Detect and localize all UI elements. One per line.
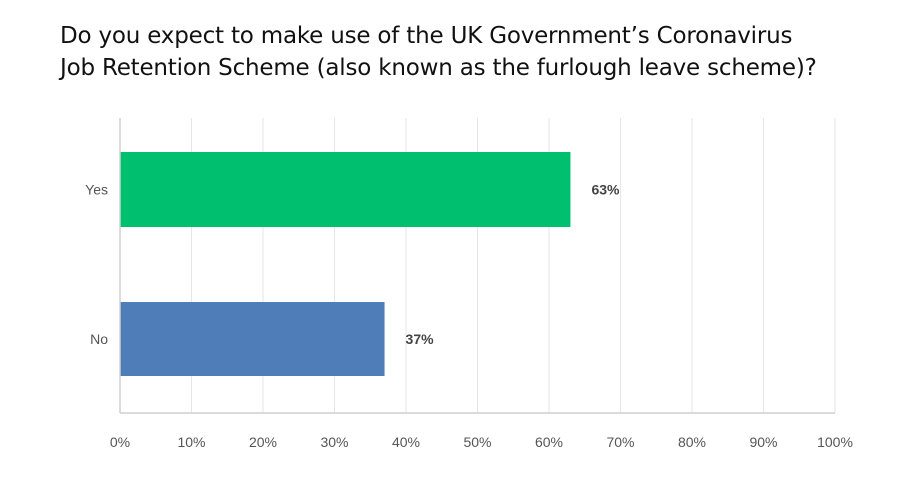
data-label: 63% — [591, 182, 620, 198]
x-tick-label: 10% — [177, 434, 205, 450]
data-label: 37% — [406, 331, 435, 347]
x-tick-label: 70% — [606, 434, 634, 450]
bars — [120, 152, 571, 376]
x-tick-label: 20% — [249, 434, 277, 450]
x-tick-label: 90% — [749, 434, 777, 450]
x-tick-label: 0% — [110, 434, 130, 450]
x-tick-label: 50% — [463, 434, 491, 450]
axes — [119, 118, 835, 414]
bar-no — [120, 302, 385, 376]
chart-title-line-2: Job Retention Scheme (also known as the … — [60, 55, 817, 81]
x-tick-label: 30% — [320, 434, 348, 450]
x-tick-label: 100% — [817, 434, 853, 450]
chart-title-line-1: Do you expect to make use of the UK Gove… — [60, 23, 793, 49]
category-label: No — [90, 331, 108, 347]
labels: 0% 10% 20% 30% 40% 50% 60% 70% 80% 90% 100% Yes 63% N… — [85, 182, 853, 451]
x-tick-label: 80% — [678, 434, 706, 450]
x-tick-label: 60% — [535, 434, 563, 450]
x-tick-label: 40% — [392, 434, 420, 450]
bar-yes — [120, 152, 571, 227]
chart-title: Do you expect to make use of the UK Gove… — [60, 20, 880, 84]
category-label: Yes — [85, 182, 108, 198]
